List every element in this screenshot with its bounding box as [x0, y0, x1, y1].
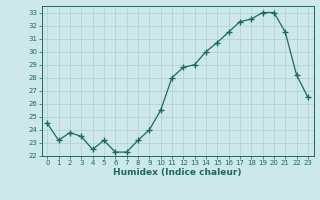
X-axis label: Humidex (Indice chaleur): Humidex (Indice chaleur) [113, 168, 242, 177]
